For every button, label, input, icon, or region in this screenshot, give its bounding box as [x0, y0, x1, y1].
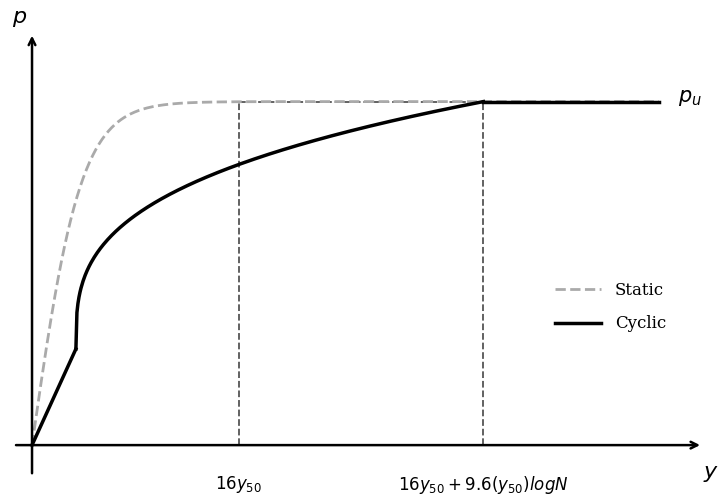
Text: $16y_{50}$: $16y_{50}$ [215, 474, 262, 495]
Legend: Static, Cyclic: Static, Cyclic [548, 275, 672, 339]
Text: $16y_{50} + 9.6(y_{50})logN$: $16y_{50} + 9.6(y_{50})logN$ [398, 474, 569, 496]
Text: $y$: $y$ [703, 462, 719, 484]
Text: $p$: $p$ [12, 8, 27, 29]
Text: $p_u$: $p_u$ [678, 88, 702, 108]
